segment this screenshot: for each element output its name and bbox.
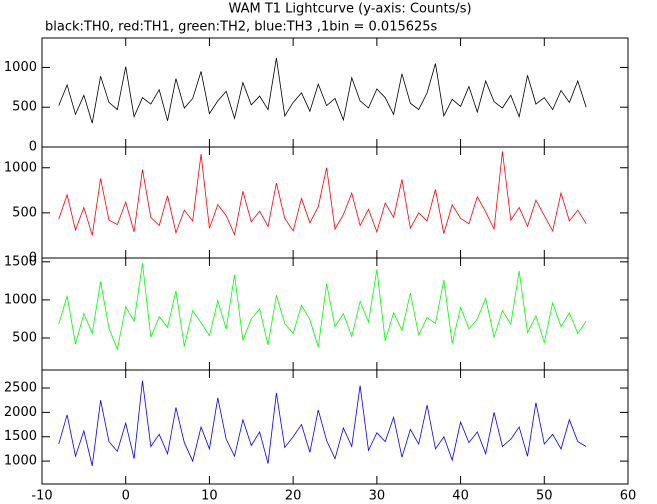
y-tick-label: 1000 <box>4 60 37 75</box>
y-tick-label: 500 <box>12 331 37 346</box>
x-tick-label: 40 <box>452 489 469 504</box>
x-tick-label: 30 <box>369 489 386 504</box>
y-tick-label: 1500 <box>4 254 37 269</box>
x-tick-label: -10 <box>31 489 52 504</box>
chart-title: WAM T1 Lightcurve (y-axis: Counts/s) <box>228 2 471 17</box>
y-tick-label: 0 <box>29 251 37 266</box>
lightcurve <box>58 380 587 467</box>
y-tick-label: 1000 <box>4 292 37 307</box>
x-tick-label: 0 <box>122 489 130 504</box>
x-tick-label: 20 <box>285 489 302 504</box>
y-tick-label: 0 <box>29 140 37 155</box>
y-tick-label: 1000 <box>4 160 37 175</box>
y-tick-label: 500 <box>12 100 37 115</box>
chart-subtitle: black:TH0, red:TH1, green:TH2, blue:TH3 … <box>45 20 438 35</box>
y-tick-label: 1000 <box>4 454 37 469</box>
lightcurve <box>58 151 587 236</box>
panel-frame <box>41 146 629 259</box>
y-tick-label: 500 <box>12 205 37 220</box>
lightcurve <box>58 263 587 351</box>
panel-frame <box>41 369 629 485</box>
x-tick-label: 50 <box>536 489 553 504</box>
y-tick-label: 2500 <box>4 381 37 396</box>
x-tick-label: 60 <box>620 489 637 504</box>
x-tick-label: 10 <box>201 489 218 504</box>
lightcurve <box>58 57 587 124</box>
y-tick-label: 2000 <box>4 405 37 420</box>
y-tick-label: 1500 <box>4 429 37 444</box>
